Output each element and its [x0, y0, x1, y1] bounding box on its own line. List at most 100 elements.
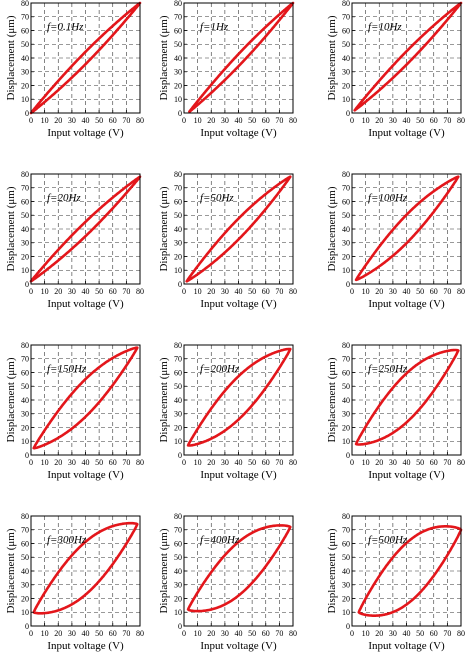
x-tick-label: 70 — [443, 458, 451, 467]
y-axis-label: Displacement (μm) — [326, 186, 338, 271]
y-axis-label: Displacement (μm) — [326, 357, 338, 442]
x-tick-label: 70 — [443, 287, 451, 296]
y-tick-label: 50 — [342, 40, 350, 49]
x-tick-label: 10 — [41, 629, 49, 638]
x-tick-label: 40 — [403, 458, 411, 467]
x-tick-label: 10 — [41, 287, 49, 296]
y-tick-label: 0 — [25, 109, 29, 118]
x-tick-label: 30 — [389, 287, 397, 296]
x-axis-label: Input voltage (V) — [368, 640, 445, 652]
chart-panel: 0 10 20 30 40 50 60 70 80 0 10 20 30 40 50 60 70 80 Input … — [158, 512, 297, 652]
x-tick-label: 50 — [95, 116, 103, 125]
y-tick-label: 10 — [174, 608, 182, 617]
y-tick-label: 60 — [342, 539, 350, 548]
x-tick-label: 60 — [430, 116, 438, 125]
x-tick-label: 50 — [95, 458, 103, 467]
x-tick-label: 80 — [136, 458, 144, 467]
hysteresis-loop — [186, 524, 292, 613]
chart-panel: 0 10 20 30 40 50 60 70 80 0 10 20 30 40 50 60 70 80 Input … — [326, 341, 465, 481]
y-tick-label: 30 — [342, 581, 350, 590]
y-tick-label: 60 — [21, 368, 29, 377]
x-tick-label: 60 — [109, 287, 117, 296]
x-tick-label: 0 — [182, 116, 186, 125]
x-tick-label: 20 — [207, 458, 215, 467]
x-axis-label: Input voltage (V) — [200, 127, 277, 139]
y-tick-label: 20 — [174, 594, 182, 603]
y-tick-label: 20 — [21, 423, 29, 432]
hysteresis-loop — [354, 348, 460, 446]
x-tick-label: 30 — [389, 116, 397, 125]
y-tick-label: 50 — [174, 382, 182, 391]
x-tick-label: 30 — [389, 458, 397, 467]
y-tick-label: 70 — [342, 13, 350, 22]
y-tick-label: 80 — [21, 170, 29, 179]
x-tick-label: 20 — [54, 116, 62, 125]
x-tick-label: 50 — [95, 629, 103, 638]
frequency-label: f=50Hz — [200, 192, 234, 204]
y-tick-label: 70 — [174, 184, 182, 193]
y-tick-label: 50 — [174, 211, 182, 220]
x-tick-label: 80 — [289, 287, 297, 296]
y-axis-label: Displacement (μm) — [326, 15, 338, 100]
y-tick-label: 10 — [342, 437, 350, 446]
x-tick-label: 70 — [122, 287, 130, 296]
y-tick-label: 40 — [21, 567, 29, 576]
x-tick-label: 70 — [122, 116, 130, 125]
y-tick-label: 40 — [342, 567, 350, 576]
y-tick-label: 40 — [21, 396, 29, 405]
y-tick-label: 50 — [21, 553, 29, 562]
x-tick-label: 40 — [403, 116, 411, 125]
y-axis-label: Displacement (μm) — [5, 528, 17, 613]
frequency-label: f=20Hz — [47, 192, 81, 204]
y-tick-label: 70 — [174, 355, 182, 364]
x-axis-label: Input voltage (V) — [47, 298, 124, 310]
y-tick-label: 50 — [342, 382, 350, 391]
x-axis-label: Input voltage (V) — [368, 469, 445, 481]
y-tick-label: 80 — [21, 0, 29, 8]
frequency-label: f=250Hz — [368, 363, 408, 375]
y-axis-label: Displacement (μm) — [5, 186, 17, 271]
x-tick-label: 80 — [457, 116, 465, 125]
chart-panel: 0 10 20 30 40 50 60 70 80 0 10 20 30 40 50 60 70 80 Input … — [5, 0, 144, 139]
x-tick-label: 30 — [68, 116, 76, 125]
x-tick-label: 80 — [457, 287, 465, 296]
x-tick-label: 40 — [235, 287, 243, 296]
x-tick-label: 70 — [443, 116, 451, 125]
x-tick-label: 40 — [82, 629, 90, 638]
y-tick-label: 20 — [342, 423, 350, 432]
y-tick-label: 80 — [174, 0, 182, 8]
x-tick-label: 20 — [375, 116, 383, 125]
y-tick-label: 60 — [174, 539, 182, 548]
x-tick-label: 60 — [109, 458, 117, 467]
x-tick-label: 60 — [109, 629, 117, 638]
x-tick-label: 10 — [41, 458, 49, 467]
y-tick-label: 70 — [342, 184, 350, 193]
chart-panel: 0 10 20 30 40 50 60 70 80 0 10 20 30 40 50 60 70 80 Input … — [158, 170, 297, 310]
y-tick-label: 0 — [178, 622, 182, 631]
x-tick-label: 20 — [54, 629, 62, 638]
y-axis-label: Displacement (μm) — [5, 357, 17, 442]
y-axis-label: Displacement (μm) — [5, 15, 17, 100]
x-tick-label: 0 — [29, 287, 33, 296]
y-tick-label: 80 — [174, 512, 182, 521]
y-tick-label: 0 — [25, 280, 29, 289]
y-tick-label: 70 — [21, 526, 29, 535]
y-tick-label: 30 — [342, 410, 350, 419]
y-axis-label: Displacement (μm) — [158, 528, 170, 613]
y-tick-label: 10 — [174, 437, 182, 446]
frequency-label: f=0.1Hz — [47, 21, 84, 33]
x-tick-label: 20 — [207, 629, 215, 638]
frequency-label: f=1Hz — [200, 21, 229, 33]
x-tick-label: 70 — [275, 287, 283, 296]
x-tick-label: 0 — [29, 116, 33, 125]
y-tick-label: 30 — [21, 581, 29, 590]
hysteresis-loop — [186, 347, 292, 447]
x-tick-label: 20 — [375, 629, 383, 638]
x-axis-label: Input voltage (V) — [47, 127, 124, 139]
x-tick-label: 50 — [248, 458, 256, 467]
y-tick-label: 10 — [342, 95, 350, 104]
x-tick-label: 60 — [262, 629, 270, 638]
y-tick-label: 40 — [21, 54, 29, 63]
y-tick-label: 50 — [342, 553, 350, 562]
